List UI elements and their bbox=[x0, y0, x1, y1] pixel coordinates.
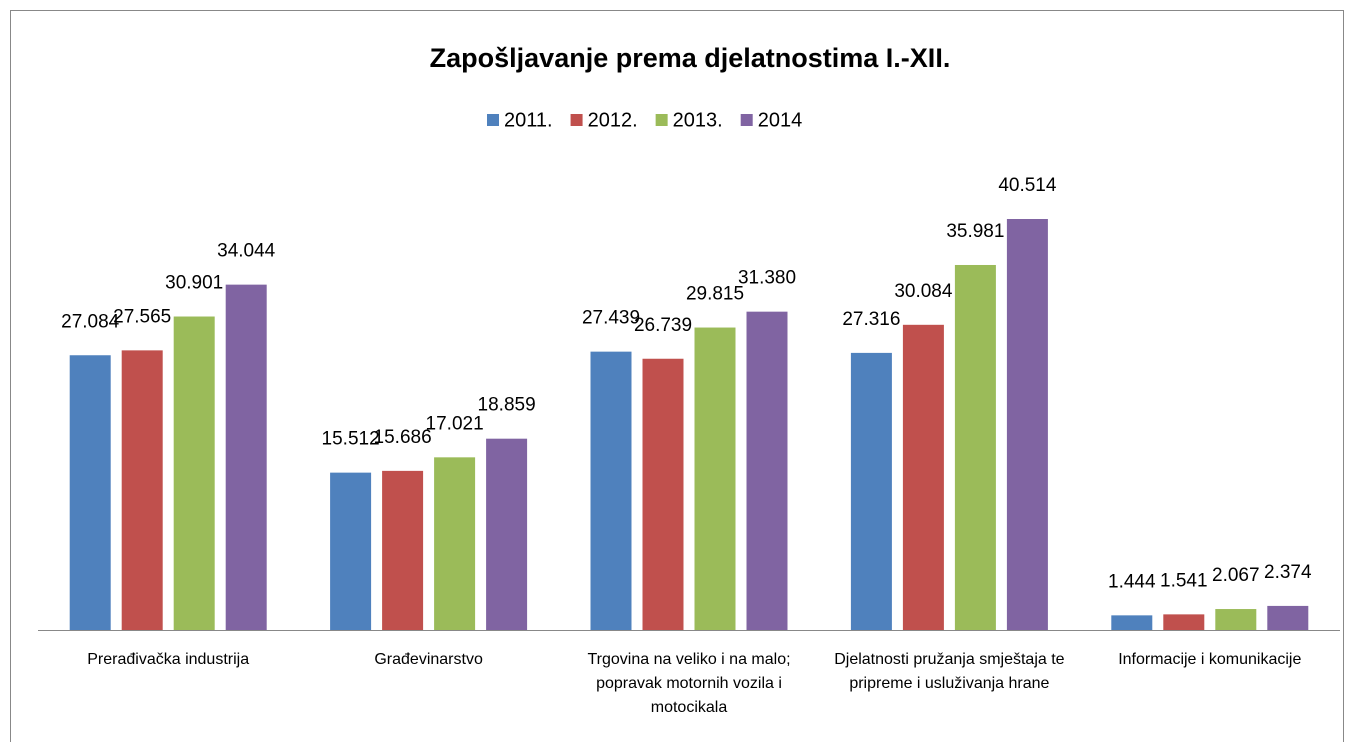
data-label: 2.374 bbox=[1264, 562, 1312, 583]
legend-label: 2011. bbox=[504, 109, 553, 131]
data-label: 18.859 bbox=[478, 395, 536, 416]
data-label: 15.512 bbox=[322, 429, 380, 450]
bar bbox=[69, 355, 111, 630]
chart-frame bbox=[10, 10, 1344, 742]
data-label: 1.541 bbox=[1160, 570, 1208, 591]
legend-swatch bbox=[655, 114, 668, 126]
legend-label: 2014 bbox=[758, 109, 803, 131]
data-label: 30.901 bbox=[165, 273, 223, 294]
bar bbox=[694, 327, 736, 630]
bar bbox=[225, 284, 267, 630]
data-label: 27.084 bbox=[61, 311, 120, 332]
legend-label: 2013. bbox=[673, 109, 723, 131]
x-tick-label: Građevinarstvo bbox=[374, 651, 483, 668]
bar bbox=[642, 358, 684, 630]
bar bbox=[954, 264, 996, 630]
bar bbox=[330, 472, 372, 630]
x-tick-label: Prerađivačka industrija bbox=[87, 651, 250, 668]
data-label: 27.565 bbox=[113, 306, 171, 327]
bar bbox=[902, 324, 944, 630]
data-label: 26.739 bbox=[634, 315, 692, 336]
bar bbox=[1006, 219, 1048, 630]
data-label: 34.044 bbox=[217, 241, 276, 262]
bar bbox=[850, 352, 892, 630]
bar bbox=[590, 351, 632, 630]
data-label: 27.439 bbox=[582, 308, 640, 329]
data-label: 27.316 bbox=[842, 309, 900, 330]
bar bbox=[121, 350, 163, 630]
bar bbox=[173, 316, 215, 630]
data-label: 40.514 bbox=[998, 175, 1057, 196]
bar bbox=[746, 311, 788, 630]
legend-swatch bbox=[487, 114, 499, 126]
data-label: 15.686 bbox=[374, 427, 432, 448]
bar bbox=[1267, 605, 1309, 630]
x-tick-label: Trgovina na veliko i na malo; popravak m… bbox=[587, 651, 791, 716]
chart-title: Zapošljavanje prema djelatnostima I.-XII… bbox=[430, 43, 951, 73]
x-tick-label: Djelatnosti pružanja smještaja te pripre… bbox=[834, 651, 1065, 692]
data-label: 29.815 bbox=[686, 284, 744, 305]
x-tick-label: Informacije i komunikacije bbox=[1118, 651, 1302, 668]
legend-swatch bbox=[570, 114, 583, 126]
bar bbox=[486, 438, 528, 630]
legend-swatch bbox=[740, 114, 753, 126]
data-label: 30.084 bbox=[894, 281, 953, 302]
bar bbox=[1163, 614, 1205, 630]
bar bbox=[1111, 615, 1153, 630]
data-label: 17.021 bbox=[426, 413, 484, 434]
bar bbox=[1215, 609, 1257, 630]
data-label: 1.444 bbox=[1108, 571, 1156, 592]
data-label: 2.067 bbox=[1212, 565, 1260, 586]
bar bbox=[434, 457, 476, 630]
data-label: 35.981 bbox=[946, 221, 1004, 242]
data-label: 31.380 bbox=[738, 268, 796, 289]
legend-label: 2012. bbox=[588, 109, 638, 131]
bar bbox=[382, 470, 424, 630]
